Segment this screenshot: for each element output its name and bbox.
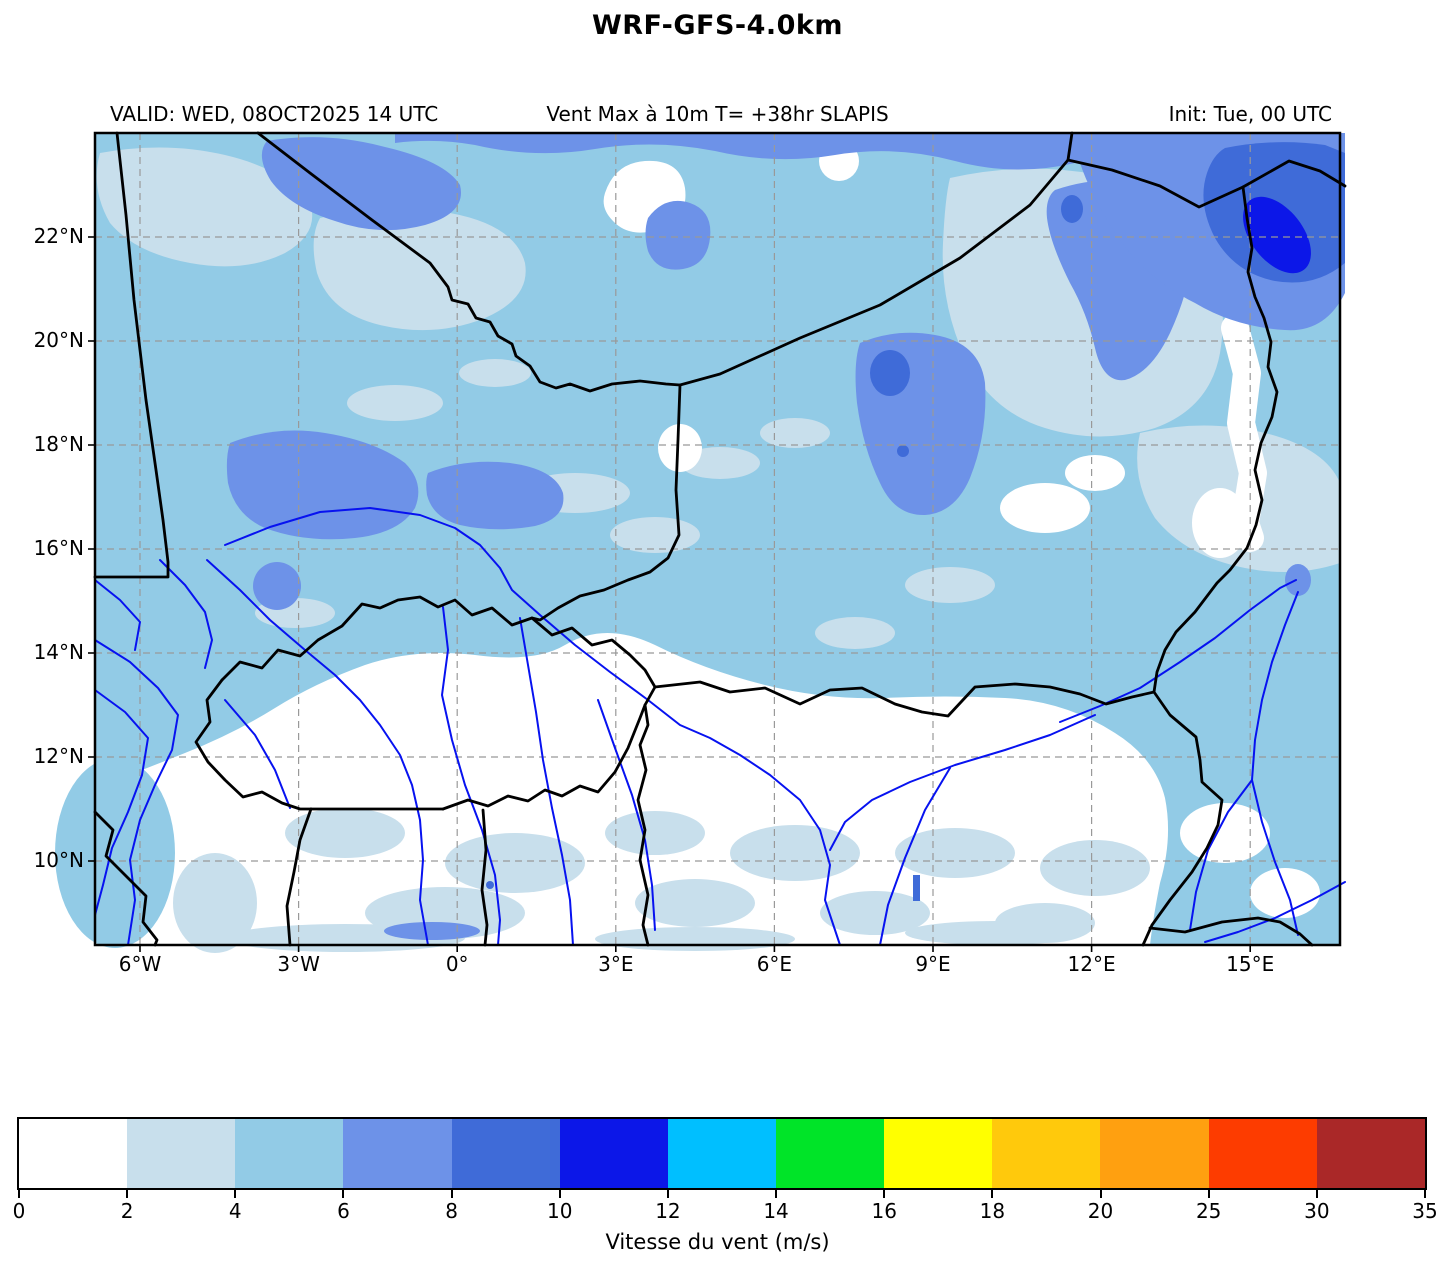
plot-title: WRF-GFS-4.0km [591, 10, 844, 41]
colorbar-segment [451, 1119, 560, 1188]
colorbar-segment [884, 1119, 993, 1188]
colorbar-segment [992, 1119, 1101, 1188]
lat-tick-label: 20°N [33, 328, 84, 352]
colorbar-tick [18, 1190, 20, 1198]
colorbar-tick [775, 1190, 778, 1198]
colorbar-segment [1316, 1119, 1425, 1188]
lat-tick-label: 10°N [33, 848, 84, 872]
colorbar-tick-label: 4 [228, 1199, 242, 1223]
lon-tick-label: 15°E [1226, 952, 1275, 976]
colorbar-segment [235, 1119, 344, 1188]
colorbar-segment [19, 1119, 128, 1188]
colorbar-tick-label: 20 [1087, 1199, 1114, 1223]
lon-tick-label: 3°W [277, 952, 320, 976]
colorbar-segment [667, 1119, 776, 1188]
colorbar-tick [666, 1190, 669, 1198]
lat-tick-label: 12°N [33, 744, 84, 768]
lon-tick-label: 6°W [118, 952, 162, 976]
country-borders [93, 131, 1347, 947]
colorbar-tick-label: 8 [445, 1199, 458, 1223]
colorbar-tick [450, 1190, 453, 1198]
colorbar-tick-label: 25 [1195, 1199, 1222, 1223]
valid-time-label: VALID: WED, 08OCT2025 14 UTC [110, 102, 439, 126]
variable-label: Vent Max à 10m T= +38hr SLAPIS [546, 102, 889, 126]
colorbar-tick [126, 1190, 129, 1198]
rivers [94, 507, 1346, 946]
wind-fill-0-2 [95, 141, 1320, 945]
colorbar-tick-label: 18 [979, 1199, 1006, 1223]
lat-tick-label: 16°N [33, 536, 84, 560]
init-time-label: Init: Tue, 00 UTC [1168, 102, 1332, 126]
colorbar-tick [1207, 1190, 1210, 1198]
wind-speed-map [55, 131, 1347, 953]
colorbar-tick [1315, 1190, 1318, 1198]
colorbar-segment [775, 1119, 885, 1188]
graticule [95, 133, 1340, 945]
colorbar-tick-label: 12 [655, 1199, 681, 1223]
colorbar-segment [1100, 1119, 1209, 1188]
lon-tick-label: 3°E [598, 952, 634, 976]
colorbar-tick [991, 1190, 994, 1198]
colorbar-tick [1099, 1190, 1102, 1198]
colorbar-tick-label: 16 [871, 1199, 897, 1223]
lon-tick-label: 9°E [915, 952, 951, 976]
colorbar-tick [342, 1190, 345, 1198]
colorbar-segment [559, 1119, 668, 1188]
colorbar-tick [234, 1190, 237, 1198]
colorbar-tick-label: 0 [12, 1199, 26, 1223]
colorbar-tick-label: 6 [337, 1199, 350, 1223]
axis-ticks [88, 236, 1251, 952]
colorbar-tick-label: 35 [1412, 1199, 1438, 1223]
lon-tick-label: 6°E [756, 952, 793, 976]
colorbar-tick [883, 1190, 886, 1198]
colorbar [17, 1117, 1427, 1190]
lon-tick-label: 0° [445, 952, 469, 976]
colorbar-label: Vitesse du vent (m/s) [605, 1230, 830, 1254]
colorbar-tick [1424, 1190, 1426, 1198]
lat-tick-label: 14°N [33, 640, 84, 664]
map-frame [93, 131, 1342, 947]
colorbar-tick-label: 14 [763, 1199, 789, 1223]
lat-tick-label: 18°N [33, 432, 84, 456]
colorbar-segment [343, 1119, 452, 1188]
wind-fill-10-12 [1243, 196, 1311, 274]
colorbar-tick-label: 10 [547, 1199, 573, 1223]
colorbar-segment [1208, 1119, 1317, 1188]
colorbar-tick-label: 2 [120, 1199, 134, 1223]
colorbar-tick-label: 30 [1304, 1199, 1330, 1223]
lon-tick-label: 12°E [1067, 952, 1116, 976]
colorbar-segment [127, 1119, 236, 1188]
lat-tick-label: 22°N [33, 224, 84, 248]
colorbar-tick [558, 1190, 561, 1198]
